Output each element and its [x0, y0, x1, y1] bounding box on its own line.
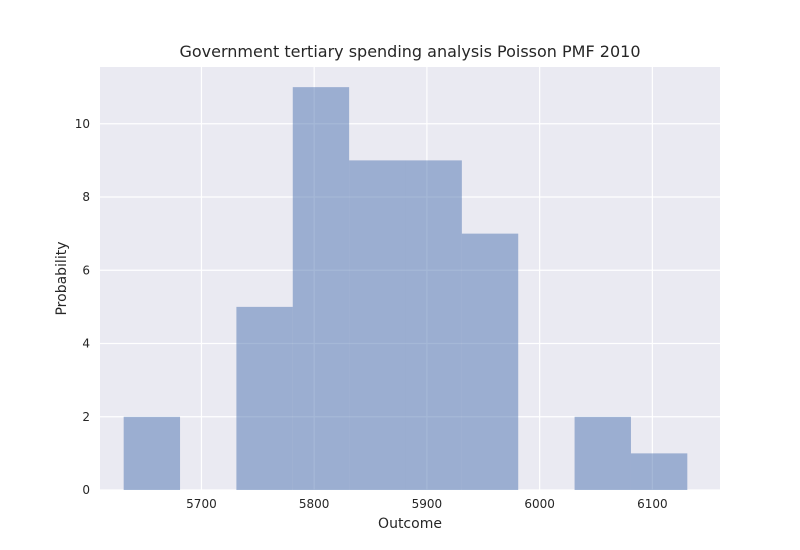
- histogram-bar: [405, 160, 462, 490]
- bars: [123, 87, 688, 491]
- x-tick-labels: 5700 5800 5900 6000 6100: [186, 497, 667, 511]
- histogram-bar: [630, 453, 688, 490]
- histogram-bar: [236, 306, 293, 490]
- histogram-bar: [292, 87, 350, 491]
- y-tick-label: 0: [82, 483, 90, 497]
- y-tick-label: 10: [75, 117, 90, 131]
- chart-title: Government tertiary spending analysis Po…: [179, 42, 640, 61]
- y-tick-label: 2: [82, 410, 90, 424]
- histogram-bar: [574, 416, 631, 490]
- x-axis-label: Outcome: [378, 516, 442, 532]
- y-tick-label: 4: [82, 337, 90, 351]
- y-axis-label: Probability: [54, 241, 70, 315]
- y-tick-labels: 0 2 4 6 8 10: [75, 117, 90, 497]
- histogram-bar: [123, 416, 181, 490]
- x-tick-label: 5800: [299, 497, 330, 511]
- y-tick-label: 8: [82, 190, 90, 204]
- x-tick-label: 5900: [412, 497, 443, 511]
- x-tick-label: 6000: [524, 497, 555, 511]
- x-tick-label: 6100: [637, 497, 668, 511]
- histogram-bar: [349, 160, 406, 490]
- x-tick-label: 5700: [186, 497, 217, 511]
- histogram-bar: [461, 233, 519, 491]
- y-tick-label: 6: [82, 263, 90, 277]
